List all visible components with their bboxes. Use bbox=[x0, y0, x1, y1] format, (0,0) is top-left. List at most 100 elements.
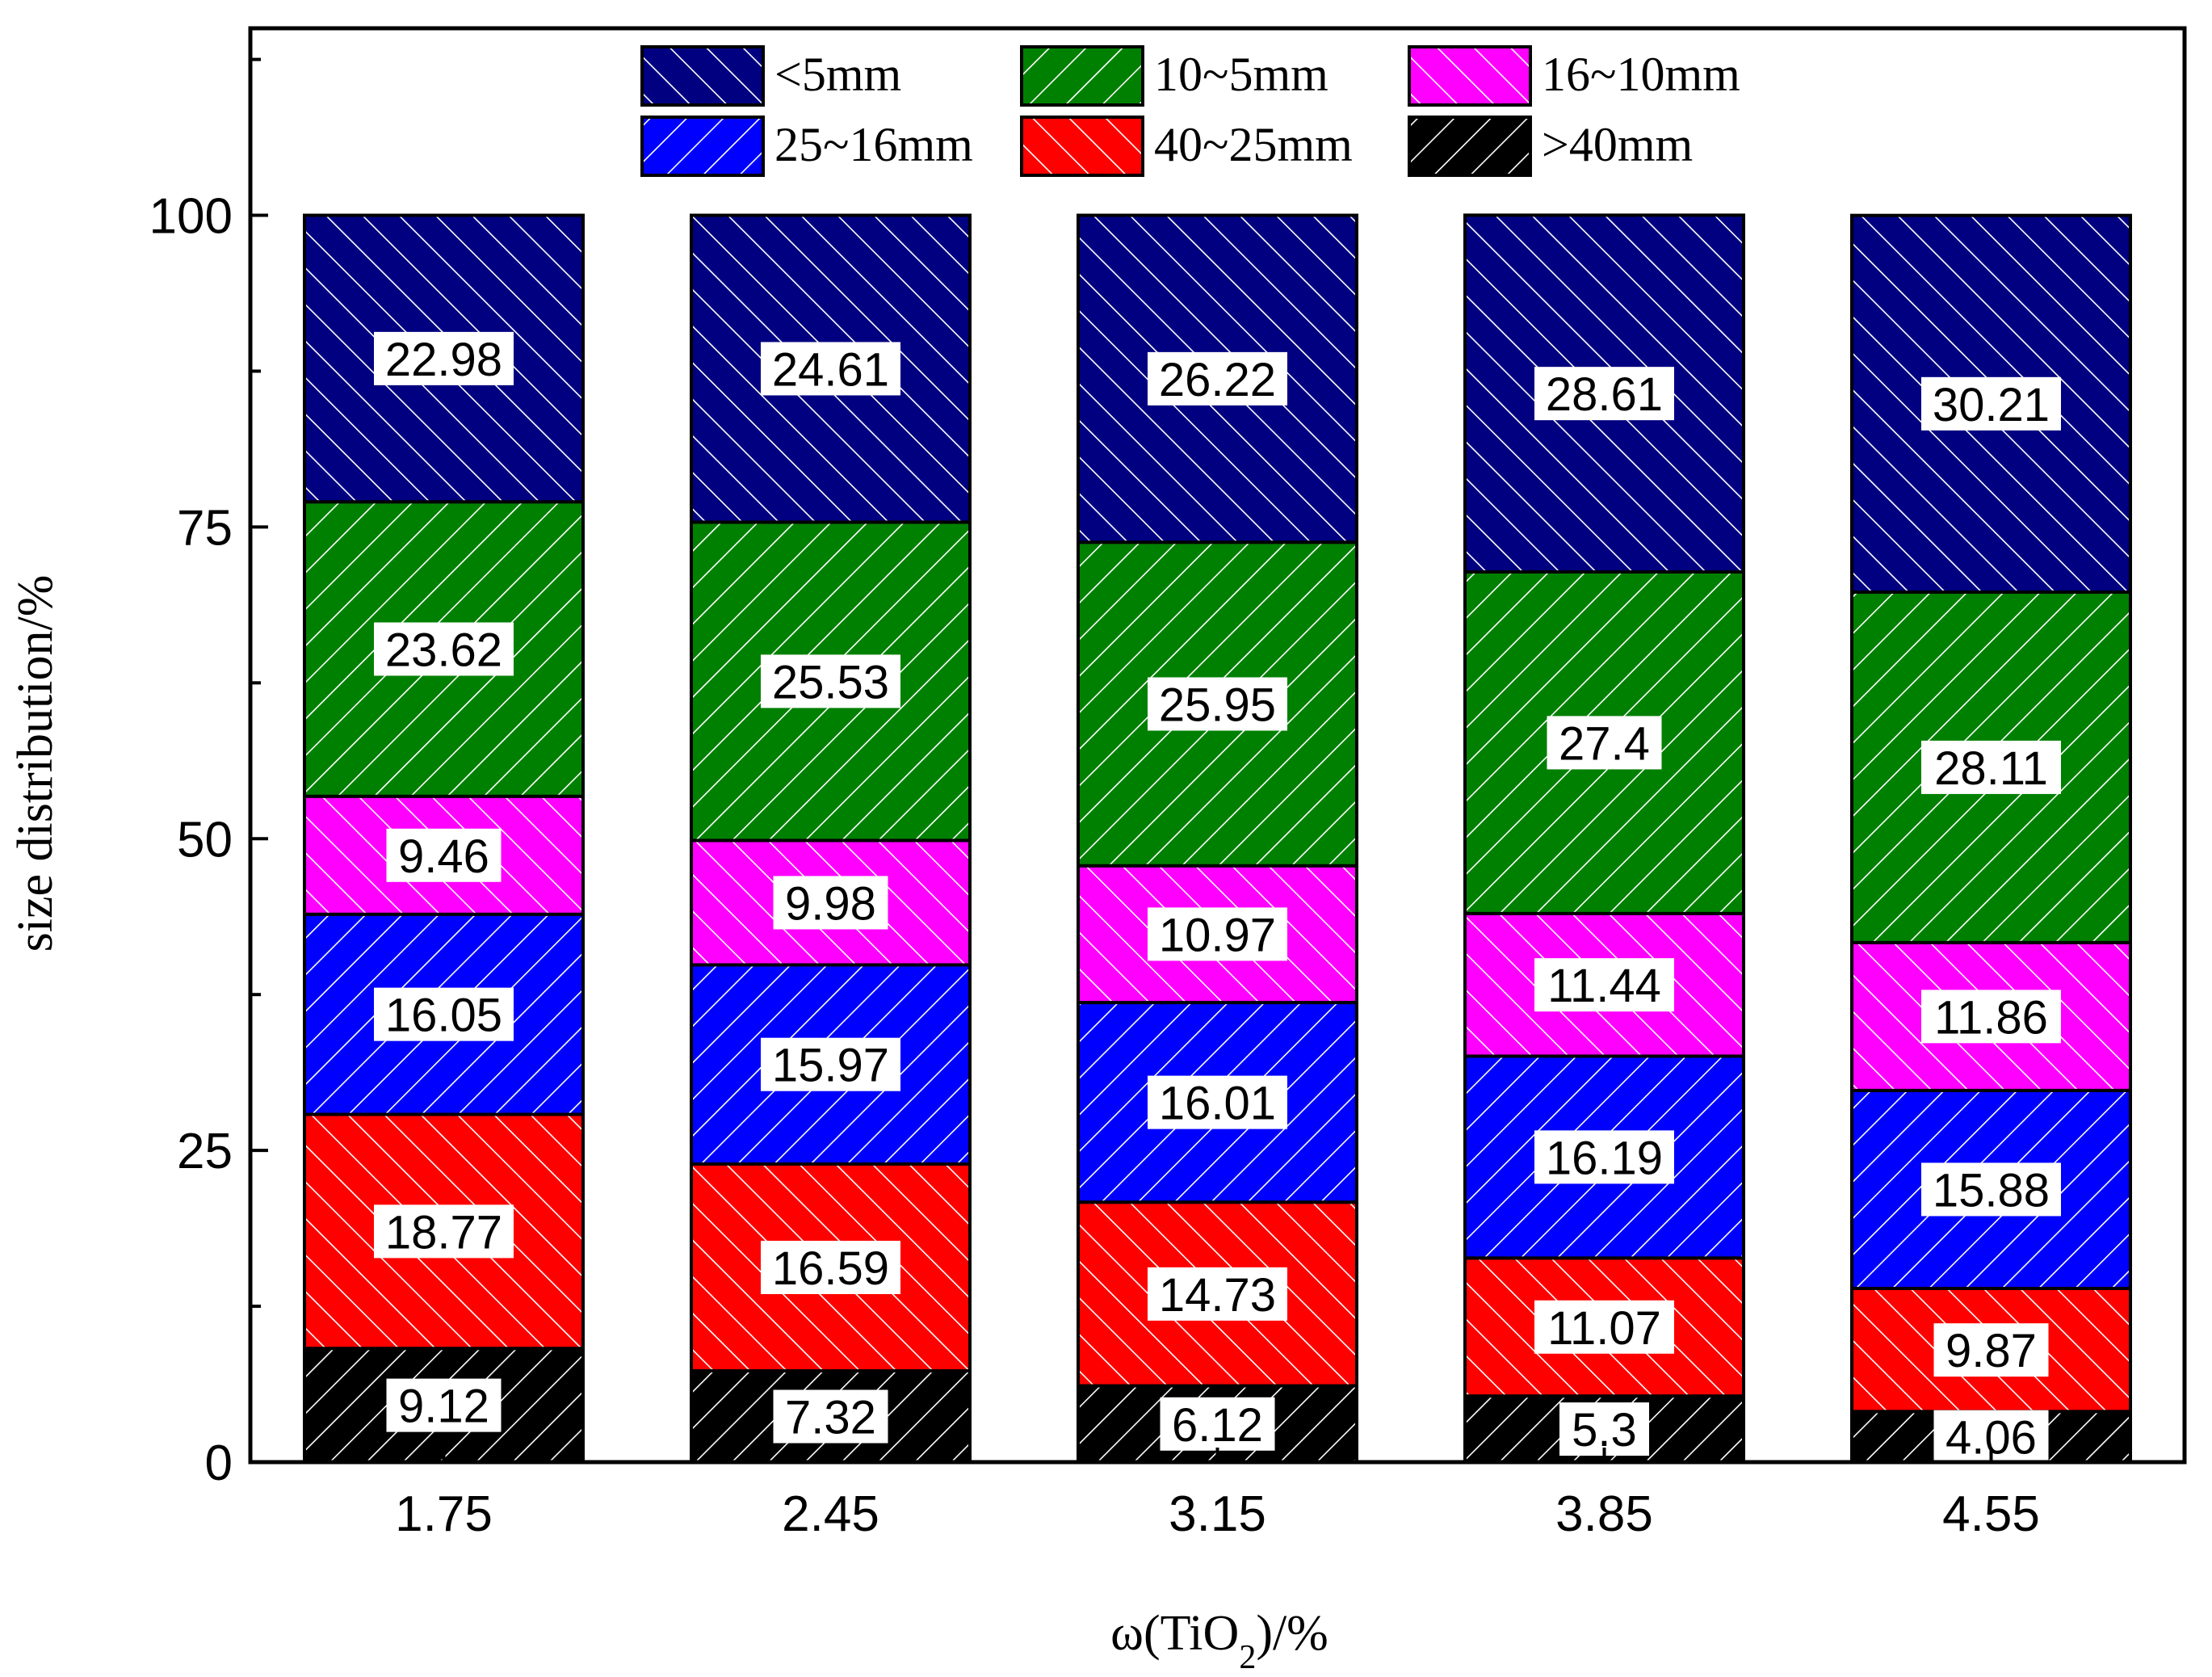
legend-swatch bbox=[1408, 116, 1532, 177]
value-label-box bbox=[374, 622, 514, 676]
legend: <5mm 10~5mm 16~10mm 25~16mm 40~25mm >40mm bbox=[640, 45, 1740, 177]
value-label-text: 24.61 bbox=[772, 343, 889, 396]
value-label-text: 16.19 bbox=[1546, 1132, 1663, 1184]
value-label-text: 18.77 bbox=[385, 1206, 502, 1259]
value-label-box bbox=[1933, 1323, 2049, 1377]
legend-label: <5mm bbox=[774, 48, 901, 101]
value-label-text: 28.61 bbox=[1546, 368, 1663, 421]
value-label-10-5mm-3.85: 27.4 bbox=[1547, 716, 1662, 770]
value-label-16-10mm-4.55: 11.86 bbox=[1921, 990, 2061, 1044]
legend-label: 16~10mm bbox=[1542, 48, 1740, 101]
y-axis-title: size distribution/% bbox=[8, 575, 63, 952]
value-label-box bbox=[374, 1204, 514, 1259]
x-axis-title-suffix: )/% bbox=[1256, 1606, 1328, 1661]
bar-segment-40-25mm-2.45 bbox=[690, 1162, 972, 1373]
value-label-lt5mm-3.15: 26.22 bbox=[1148, 351, 1287, 406]
value-label-text: 7.32 bbox=[785, 1392, 876, 1444]
value-label-box bbox=[761, 1240, 900, 1294]
value-label-text: 10.97 bbox=[1159, 909, 1276, 961]
legend-swatch bbox=[640, 116, 765, 177]
value-label-box bbox=[1148, 1075, 1287, 1129]
value-label-text: 27.4 bbox=[1559, 717, 1650, 770]
value-label-lt5mm-3.85: 28.61 bbox=[1534, 367, 1674, 421]
legend-item-lt5mm: <5mm bbox=[640, 45, 901, 107]
axes-layer: 0 25 50 75 100 1.75 2.45 3.15 3.85 4.55 bbox=[149, 26, 2187, 1542]
legend-item-gt40mm: >40mm bbox=[1408, 116, 1693, 177]
value-label-16-10mm-2.45: 9.98 bbox=[773, 876, 888, 930]
value-label-text: 16.01 bbox=[1159, 1078, 1276, 1130]
value-label-gt40mm-1.75: 9.12 bbox=[386, 1378, 502, 1433]
value-label-10-5mm-4.55: 28.11 bbox=[1921, 740, 2061, 795]
value-label-16-10mm-1.75: 9.46 bbox=[386, 828, 502, 883]
value-label-box bbox=[1534, 1130, 1674, 1184]
value-label-lt5mm-4.55: 30.21 bbox=[1921, 376, 2061, 431]
value-label-25-16mm-1.75: 16.05 bbox=[374, 987, 514, 1042]
legend-swatch bbox=[1020, 45, 1144, 107]
y-tick-label-0: 0 bbox=[205, 1435, 233, 1491]
value-label-text: 9.12 bbox=[398, 1381, 489, 1433]
value-label-text: 28.11 bbox=[1934, 742, 2048, 795]
legend-item-40-25mm: 40~25mm bbox=[1020, 116, 1353, 177]
value-label-text: 25.53 bbox=[772, 656, 889, 708]
value-label-40-25mm-1.75: 18.77 bbox=[374, 1204, 514, 1259]
y-tick-label-100: 100 bbox=[149, 189, 233, 245]
value-label-40-25mm-4.55: 9.87 bbox=[1933, 1323, 2049, 1377]
value-label-lt5mm-1.75: 22.98 bbox=[374, 331, 514, 386]
value-label-box bbox=[1148, 677, 1287, 731]
value-label-25-16mm-3.85: 16.19 bbox=[1534, 1130, 1674, 1184]
value-label-box bbox=[1534, 958, 1674, 1012]
value-label-box bbox=[1559, 1402, 1649, 1456]
value-label-box bbox=[761, 1037, 900, 1091]
legend-swatch bbox=[1408, 45, 1532, 107]
legend-item-25-16mm: 25~16mm bbox=[640, 116, 973, 177]
x-tick-label-4.55: 4.55 bbox=[1942, 1486, 2040, 1542]
value-label-box bbox=[1921, 990, 2061, 1044]
value-label-text: 11.86 bbox=[1934, 991, 2048, 1044]
value-label-16-10mm-3.15: 10.97 bbox=[1148, 907, 1287, 961]
value-label-box bbox=[1547, 716, 1662, 770]
value-label-text: 11.07 bbox=[1547, 1302, 1661, 1355]
x-tick-label-3.15: 3.15 bbox=[1169, 1486, 1266, 1542]
legend-item-16-10mm: 16~10mm bbox=[1408, 45, 1740, 107]
value-label-box bbox=[773, 1389, 888, 1444]
value-label-text: 14.73 bbox=[1159, 1269, 1276, 1322]
value-label-text: 15.97 bbox=[772, 1040, 889, 1092]
legend-swatch bbox=[640, 45, 765, 107]
value-label-text: 9.98 bbox=[785, 877, 876, 930]
value-label-text: 16.59 bbox=[772, 1242, 889, 1295]
value-label-box bbox=[761, 654, 900, 708]
value-labels-layer: 9.12 18.77 16.05 9.46 23.62 22.98 7.32 16.59 15.… bbox=[374, 331, 2061, 1465]
value-label-box bbox=[1148, 351, 1287, 406]
y-tick-label-75: 75 bbox=[177, 500, 233, 556]
x-axis-title: ω(TiO2)/% bbox=[1110, 1606, 1328, 1676]
legend-swatch bbox=[1020, 116, 1144, 177]
value-label-text: 30.21 bbox=[1933, 379, 2050, 431]
value-label-box bbox=[374, 331, 514, 385]
x-tick-label-3.85: 3.85 bbox=[1555, 1486, 1653, 1542]
value-label-box bbox=[1921, 1162, 2061, 1217]
legend-item-10-5mm: 10~5mm bbox=[1020, 45, 1328, 107]
value-label-16-10mm-3.85: 11.44 bbox=[1534, 958, 1674, 1012]
value-label-box bbox=[386, 828, 502, 882]
value-label-box bbox=[1148, 907, 1287, 961]
x-tick-label-2.45: 2.45 bbox=[782, 1486, 879, 1542]
y-tick-label-25: 25 bbox=[177, 1124, 233, 1179]
bars-layer bbox=[303, 213, 2132, 1465]
value-label-gt40mm-3.15: 6.12 bbox=[1160, 1397, 1275, 1452]
value-label-box bbox=[761, 342, 900, 396]
legend-label: 25~16mm bbox=[774, 118, 973, 171]
value-label-10-5mm-1.75: 23.62 bbox=[374, 622, 514, 676]
value-label-25-16mm-4.55: 15.88 bbox=[1921, 1162, 2061, 1217]
x-axis-title-subscript: 2 bbox=[1239, 1639, 1256, 1676]
value-label-40-25mm-3.15: 14.73 bbox=[1148, 1267, 1287, 1322]
value-label-box bbox=[1921, 376, 2061, 431]
value-label-box bbox=[1534, 367, 1674, 421]
y-tick-label-50: 50 bbox=[177, 812, 233, 868]
legend-label: >40mm bbox=[1542, 118, 1693, 171]
bar-segment-25-16mm-3.15 bbox=[1077, 1001, 1358, 1204]
value-label-box bbox=[386, 1378, 502, 1432]
value-label-text: 6.12 bbox=[1172, 1399, 1263, 1452]
value-label-40-25mm-3.85: 11.07 bbox=[1534, 1300, 1674, 1355]
